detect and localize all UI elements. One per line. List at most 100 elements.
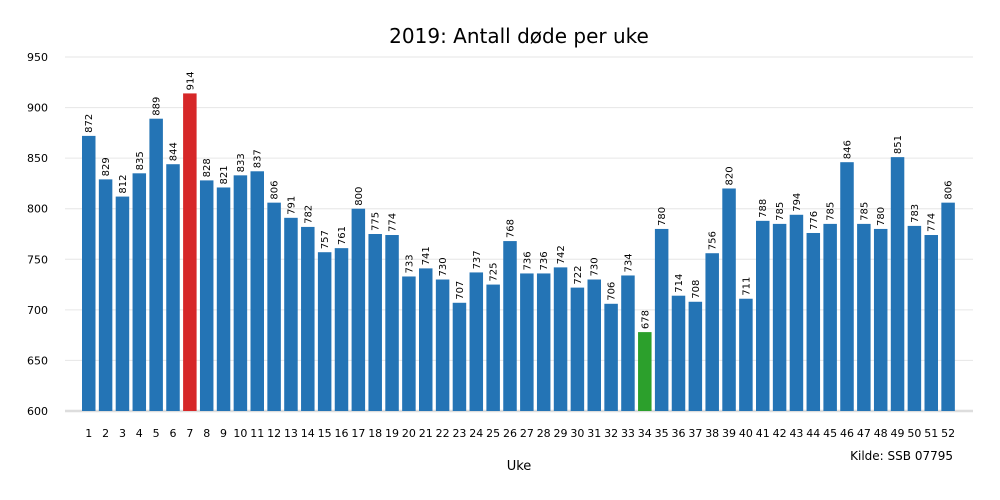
value-label: 837 (253, 149, 264, 168)
x-tick-label: 44 (806, 427, 820, 440)
bar-week-30 (570, 287, 585, 411)
bar-week-20 (402, 276, 416, 411)
value-label: 835 (135, 151, 146, 170)
bar-week-8 (199, 180, 214, 411)
x-tick-label: 5 (153, 427, 160, 440)
bar-week-14 (301, 226, 315, 411)
y-tick-label: 800 (27, 203, 48, 216)
bar-week-51 (924, 235, 938, 411)
value-label: 794 (792, 193, 803, 212)
bar-week-29 (553, 267, 568, 411)
bar-week-45 (823, 223, 837, 411)
source-note: Kilde: SSB 07795 (850, 449, 953, 463)
value-label: 756 (708, 231, 719, 250)
x-tick-label: 24 (469, 427, 483, 440)
bar-week-52 (941, 202, 955, 411)
value-label: 889 (152, 97, 163, 116)
value-label: 734 (623, 253, 634, 272)
value-label: 829 (101, 157, 112, 176)
x-tick-label: 8 (203, 427, 210, 440)
value-label: 774 (388, 213, 399, 232)
bar-week-4 (132, 173, 147, 411)
y-tick-label: 750 (27, 253, 48, 266)
x-tick-label: 3 (119, 427, 126, 440)
value-label: 733 (404, 254, 415, 273)
x-tick-label: 43 (789, 427, 803, 440)
grid-lines (65, 56, 973, 413)
x-tick-label: 49 (891, 427, 905, 440)
bar-week-9 (216, 187, 231, 411)
x-tick-label: 16 (335, 427, 349, 440)
x-tick-label: 11 (250, 427, 264, 440)
bar-week-5 (149, 118, 163, 411)
x-tick-label: 34 (638, 427, 652, 440)
value-label: 785 (859, 202, 870, 221)
value-label: 785 (775, 202, 786, 221)
x-tick-label: 22 (436, 427, 450, 440)
x-tick-label: 30 (570, 427, 584, 440)
bar-week-36 (671, 295, 686, 411)
bar-week-35 (654, 228, 669, 411)
value-label: 812 (118, 174, 129, 193)
x-tick-label: 52 (941, 427, 955, 440)
value-label: 730 (438, 257, 449, 276)
bar-week-41 (756, 220, 770, 411)
bar-week-39 (722, 188, 736, 411)
x-tick-label: 38 (705, 427, 719, 440)
bar-week-46 (840, 162, 854, 411)
bar-week-33 (621, 275, 635, 411)
value-label: 788 (758, 199, 769, 218)
value-label: 820 (725, 166, 736, 185)
value-label: 833 (236, 153, 247, 172)
value-label: 791 (286, 196, 297, 215)
x-tick-label: 28 (537, 427, 551, 440)
value-label: 785 (826, 202, 837, 221)
bar-week-12 (267, 202, 281, 411)
bar-week-1 (82, 135, 96, 411)
value-label: 678 (640, 310, 651, 329)
x-tick-label: 45 (823, 427, 837, 440)
y-tick-label: 950 (27, 51, 48, 64)
y-tick-label: 850 (27, 152, 48, 165)
x-tick-label: 40 (739, 427, 753, 440)
bar-week-32 (604, 303, 618, 411)
value-label: 821 (219, 165, 230, 184)
x-tick-label: 31 (587, 427, 601, 440)
value-label: 757 (320, 230, 331, 249)
value-label: 722 (573, 266, 584, 285)
bar-week-7 (183, 93, 197, 411)
bar-week-28 (536, 273, 551, 411)
bar-week-10 (233, 175, 248, 411)
y-axis-ticks: 600 650 700 750 800 850 900 950 (27, 51, 48, 418)
bar-week-42 (772, 223, 787, 411)
x-tick-label: 46 (840, 427, 854, 440)
bar-week-21 (419, 268, 433, 411)
bar-week-44 (806, 232, 821, 411)
x-tick-label: 27 (520, 427, 534, 440)
value-label: 774 (927, 213, 938, 232)
value-label: 736 (539, 251, 550, 270)
value-label: 782 (303, 205, 314, 224)
x-tick-label: 33 (621, 427, 635, 440)
bar-week-19 (385, 235, 399, 411)
x-tick-label: 47 (857, 427, 871, 440)
value-label: 914 (185, 71, 196, 90)
value-label: 725 (489, 262, 500, 281)
x-tick-label: 18 (368, 427, 382, 440)
value-label: 775 (371, 212, 382, 231)
x-tick-label: 13 (284, 427, 298, 440)
value-label: 844 (169, 142, 180, 161)
x-tick-label: 26 (503, 427, 517, 440)
bar-week-37 (688, 301, 703, 411)
x-tick-label: 39 (722, 427, 736, 440)
x-tick-label: 14 (301, 427, 315, 440)
bar-week-16 (334, 248, 349, 411)
value-labels: 872 829 812 835 889 844 914 828 821 833 837 806 791 7… (84, 71, 954, 329)
chart-title: 2019: Antall døde per uke (389, 24, 649, 48)
x-tick-label: 36 (672, 427, 686, 440)
value-label: 711 (741, 277, 752, 296)
value-label: 761 (337, 226, 348, 245)
value-label: 780 (876, 207, 887, 226)
value-label: 708 (691, 280, 702, 299)
